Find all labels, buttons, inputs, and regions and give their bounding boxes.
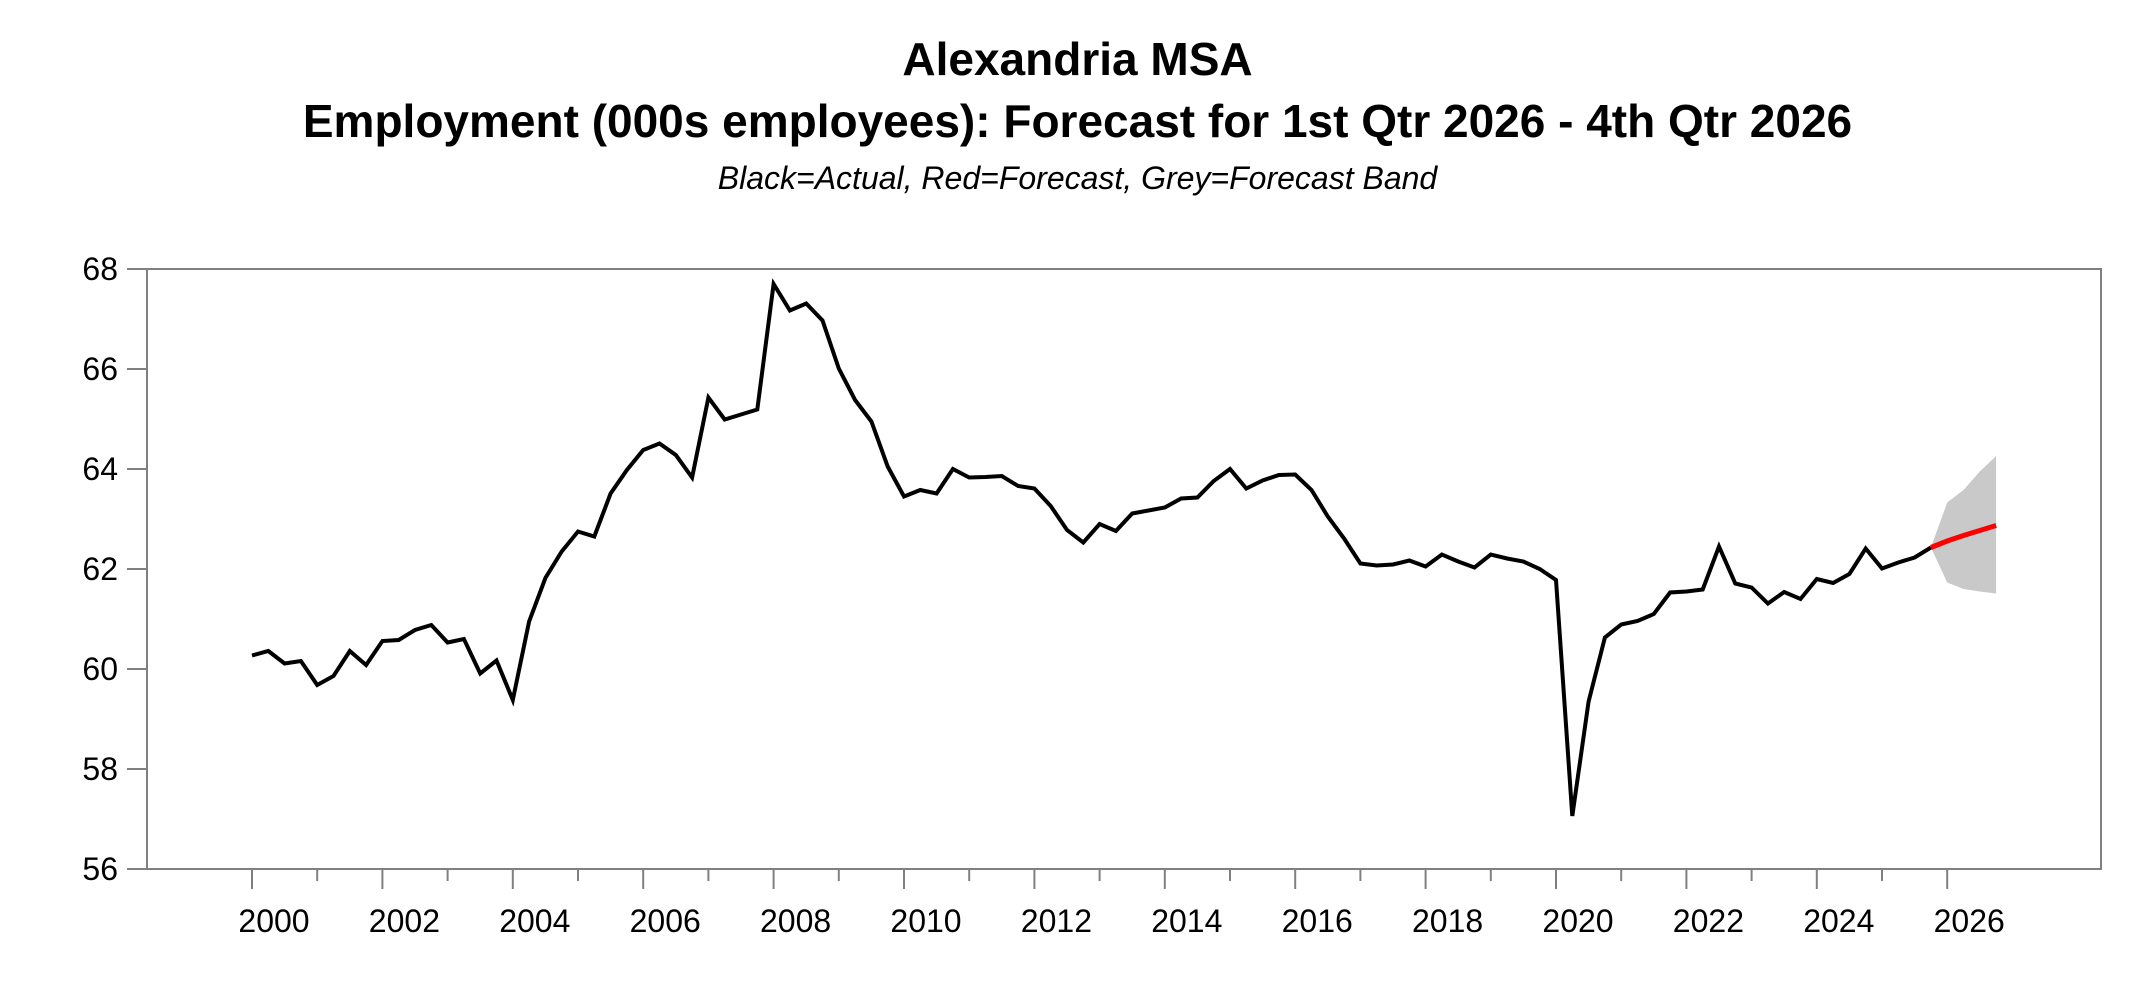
forecast-band (1930, 456, 1997, 594)
x-axis-tick-label: 2020 (1542, 903, 1613, 939)
chart-title-line2: Employment (000s employees): Forecast fo… (302, 95, 1853, 147)
y-axis-tick-label: 58 (82, 751, 118, 787)
title-block: Alexandria MSA Employment (000s employee… (0, 28, 2155, 200)
x-axis-tick-label: 2014 (1151, 903, 1222, 939)
x-axis-tick-label: 2024 (1803, 903, 1874, 939)
x-axis-tick-label: 2018 (1412, 903, 1483, 939)
chart-title-line1: Alexandria MSA (902, 33, 1253, 85)
y-axis-tick-label: 56 (82, 851, 118, 887)
actual-series-line (251, 278, 1932, 817)
x-axis-tick-label: 2002 (369, 903, 440, 939)
x-axis-tick-label: 2016 (1282, 903, 1353, 939)
chart-subtitle: Black=Actual, Red=Forecast, Grey=Forecas… (717, 160, 1438, 196)
y-axis-tick-label: 60 (82, 651, 118, 687)
x-axis-tick-label: 2006 (630, 903, 701, 939)
y-axis-tick-label: 62 (82, 551, 118, 587)
x-axis-tick-label: 2026 (1934, 903, 2005, 939)
y-axis-tick-label: 64 (82, 451, 118, 487)
x-axis-tick-label: 2012 (1021, 903, 1092, 939)
y-axis-tick-label: 68 (82, 251, 118, 287)
x-axis-tick-label: 2008 (760, 903, 831, 939)
x-axis-tick-label: 2022 (1673, 903, 1744, 939)
forecast-series-line (1929, 523, 1997, 550)
plot-frame (146, 268, 2102, 870)
y-axis-tick-label: 66 (82, 351, 118, 387)
x-axis-tick-label: 2000 (238, 903, 309, 939)
x-axis-tick-label: 2004 (499, 903, 570, 939)
x-axis-tick-label: 2010 (890, 903, 961, 939)
